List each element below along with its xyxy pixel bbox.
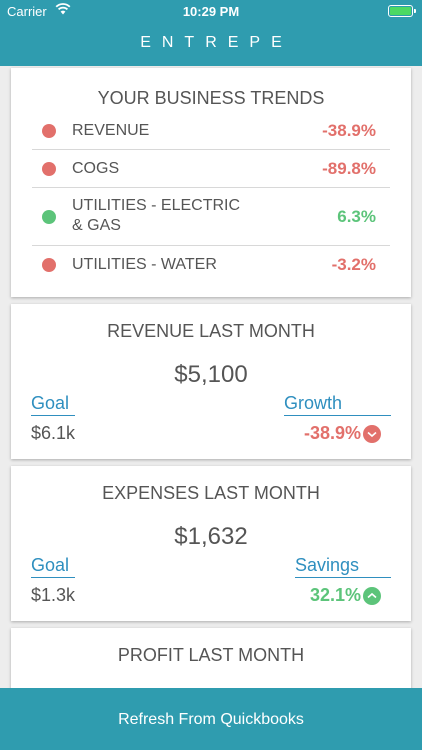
trend-label: COGS [72,160,120,177]
app-title: ENTREPE [140,34,293,51]
trend-value: -89.8% [322,159,376,178]
chevron-down-icon [363,425,381,443]
business-trends-card: YOUR BUSINESS TRENDS REVENUE -38.9% COGS… [11,68,411,297]
profit-title: PROFIT LAST MONTH [117,645,305,665]
trend-label: REVENUE [72,122,150,139]
revenue-growth-label[interactable]: Growth [284,393,391,416]
refresh-label: Refresh From Quickbooks [118,711,304,728]
trend-row-utilities-electric-gas[interactable]: UTILITIES - ELECTRIC & GAS 6.3% [32,188,390,246]
trend-value: -38.9% [322,121,376,140]
status-dot-icon [42,210,56,224]
expenses-card: EXPENSES LAST MONTH $1,632 Goal $1.3k Sa… [11,466,411,621]
trend-row-cogs[interactable]: COGS -89.8% [32,150,390,188]
clock: 10:29 PM [182,4,240,19]
expenses-savings-value: 32.1% [309,585,361,605]
expenses-title: EXPENSES LAST MONTH [102,483,320,503]
trend-value: 6.3% [337,207,376,226]
chevron-up-icon [363,587,381,605]
expenses-amount: $1,632 [174,523,248,550]
carrier-label: Carrier [7,4,47,19]
expenses-savings-label[interactable]: Savings [295,555,391,578]
trend-value: -3.2% [331,255,376,274]
trend-label: UTILITIES - ELECTRIC & GAS [72,197,241,234]
refresh-button[interactable]: Refresh From Quickbooks [0,688,422,750]
trend-row-utilities-water[interactable]: UTILITIES - WATER -3.2% [32,246,390,284]
trend-row-revenue[interactable]: REVENUE -38.9% [32,111,390,150]
status-dot-icon [42,258,56,272]
status-dot-icon [42,124,56,138]
status-dot-icon [42,162,56,176]
nav-bar: ENTREPE [0,22,422,66]
revenue-card: REVENUE LAST MONTH $5,100 Goal $6.1k Gro… [11,304,411,459]
trends-title: YOUR BUSINESS TRENDS [97,88,325,108]
revenue-title: REVENUE LAST MONTH [107,321,315,341]
wifi-icon [55,3,71,18]
battery-icon [388,5,416,17]
revenue-growth-value: -38.9% [303,423,361,443]
revenue-goal-label[interactable]: Goal [31,393,75,416]
expenses-goal-label[interactable]: Goal [31,555,75,578]
revenue-amount: $5,100 [174,361,248,388]
status-bar: Carrier 10:29 PM [0,0,422,22]
expenses-goal-value: $1.3k [31,585,76,605]
revenue-goal-value: $6.1k [31,423,76,443]
trend-label: UTILITIES - WATER [72,256,217,273]
